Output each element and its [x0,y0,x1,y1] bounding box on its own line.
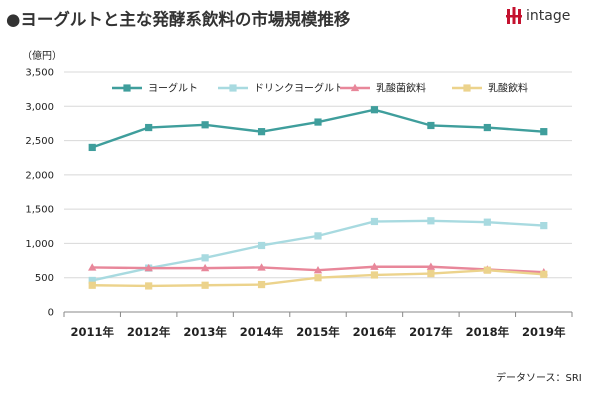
intage-logo: intage [505,6,570,26]
data-point-series-1 [88,143,96,152]
data-point-series-2 [257,241,266,250]
legend-label: 乳酸菌飲料 [376,82,426,95]
intage-mark-icon [506,7,522,24]
data-point-series-1 [314,118,322,126]
legend-marker [350,83,360,92]
data-point-series-4 [201,281,209,289]
data-point-series-2 [427,217,435,225]
x-tick-label: 2018年 [466,325,510,339]
x-tick-label: 2011年 [70,325,114,339]
data-point-series-3 [313,265,323,274]
data-point-series-2 [370,217,379,226]
data-point-series-2 [201,254,209,262]
data-point-series-4 [427,270,435,278]
x-tick-label: 2019年 [522,325,566,339]
x-tick-label: 2014年 [240,325,284,339]
y-tick-label: 0 [48,308,54,319]
y-tick-label: 500 [35,273,54,284]
data-point-series-3 [88,263,97,271]
data-point-series-3 [200,263,210,272]
data-point-series-2 [540,222,548,230]
data-point-series-2 [314,232,322,240]
data-point-series-4 [257,280,266,289]
x-tick-label: 2015年 [296,325,340,339]
data-point-series-4 [145,282,153,290]
data-point-series-1 [540,128,548,136]
data-point-series-1 [370,106,379,114]
legend-label: ヨーグルト [148,82,198,95]
x-tick-label: 2016年 [353,325,397,339]
legend-label: 乳酸飲料 [488,82,528,95]
x-tick-label: 2017年 [409,325,453,339]
y-axis-unit-label: （億円） [22,49,62,62]
data-point-series-1 [201,121,209,129]
data-point-series-4 [88,281,96,289]
data-point-series-4 [314,274,322,282]
data-point-series-2 [88,276,96,285]
y-tick-label: 3,500 [25,68,54,79]
data-point-series-3 [426,262,436,270]
data-point-series-3 [144,263,153,272]
data-point-series-1 [145,123,153,132]
data-point-series-2 [483,218,491,226]
y-tick-label: 2,500 [25,136,54,147]
y-tick-label: 3,000 [25,102,54,113]
data-point-series-4 [370,271,379,279]
series-line-1 [91,108,544,149]
data-point-series-4 [540,270,548,278]
x-tick-label: 2013年 [183,325,227,339]
data-point-series-1 [427,121,435,130]
data-point-series-4 [483,266,491,274]
data-point-series-1 [483,123,491,132]
data-point-series-1 [257,128,266,136]
data-point-series-3 [370,262,379,270]
legend-label: ドリンクヨーグルト [254,82,344,95]
logo-text: intage [526,8,571,24]
x-tick-label: 2012年 [127,325,171,339]
y-tick-label: 1,500 [25,205,54,216]
legend-marker [123,84,131,92]
legend-marker [463,84,471,92]
y-tick-label: 2,000 [25,170,54,181]
data-point-series-3 [257,263,266,271]
legend-marker [229,84,237,92]
source-note: データソース：SRI [496,373,582,384]
y-tick-label: 1,000 [25,239,54,250]
page-title: ●ヨーグルトと主な発酵系飲料の市場規模推移 [6,10,351,29]
